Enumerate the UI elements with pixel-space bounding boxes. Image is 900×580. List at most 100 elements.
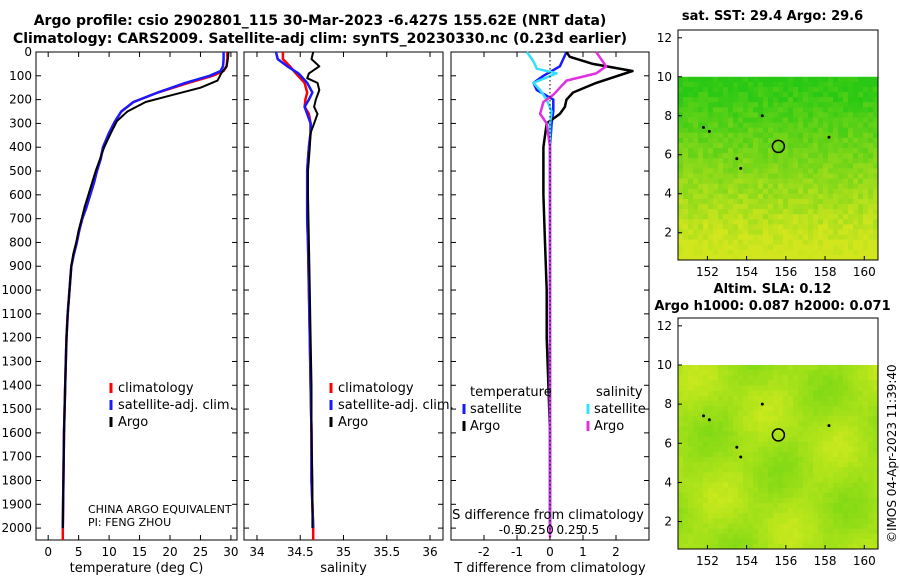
map-cell	[853, 219, 859, 225]
map-cell	[863, 405, 869, 412]
map-cell	[858, 183, 864, 190]
map-cell	[853, 122, 859, 129]
map-cell	[803, 122, 809, 129]
map-cell	[858, 178, 864, 185]
map-cell	[798, 487, 804, 494]
map-cell	[798, 132, 804, 139]
x-tick-label: 35.5	[373, 545, 400, 559]
map-cell	[728, 503, 734, 509]
map-cell	[773, 254, 779, 261]
map-cell	[753, 142, 759, 149]
map-cell	[733, 380, 739, 386]
map-cell	[743, 234, 749, 241]
map-cell	[728, 229, 734, 235]
x-tick-label: -1	[511, 545, 523, 559]
map-cell	[828, 380, 834, 386]
map-cell	[738, 518, 744, 524]
map-cell	[788, 132, 794, 139]
y-tick-label: 200	[9, 93, 32, 107]
map-cell	[678, 188, 684, 195]
map-cell	[853, 503, 859, 509]
map-cell	[758, 117, 764, 123]
map-cell	[763, 508, 769, 514]
map-cell	[823, 523, 829, 529]
map-cell	[703, 462, 709, 468]
map-cell	[748, 451, 754, 458]
map-cell	[823, 173, 829, 179]
map-cell	[793, 436, 799, 443]
map-cell	[808, 102, 814, 108]
map-cell	[853, 400, 859, 407]
map-cell	[703, 163, 709, 169]
map-cell	[808, 214, 814, 220]
map-cell	[718, 178, 724, 185]
map-cell	[853, 117, 859, 123]
map-cell	[793, 451, 799, 458]
map-cell	[828, 229, 834, 235]
map-cell	[868, 127, 874, 134]
map-cell	[873, 385, 879, 391]
map-cell	[753, 380, 759, 386]
map-cell	[678, 431, 684, 437]
map-cell	[693, 254, 699, 261]
map-cell	[743, 462, 749, 468]
map-cell	[833, 193, 839, 200]
map-cell	[773, 183, 779, 190]
map-cell	[678, 122, 684, 129]
map-cell	[863, 380, 869, 386]
map-cell	[823, 405, 829, 412]
map-cell	[818, 92, 824, 98]
map-cell	[823, 204, 829, 210]
map-cell	[698, 107, 704, 113]
map-cell	[778, 142, 784, 149]
map-cell	[738, 375, 744, 381]
map-cell	[763, 183, 769, 190]
map-cell	[708, 112, 714, 118]
map-cell	[833, 462, 839, 468]
map-cell	[713, 244, 719, 251]
map-cell	[693, 188, 699, 195]
map-cell	[753, 183, 759, 190]
map-cell	[803, 249, 809, 256]
map-cell	[868, 229, 874, 235]
map-cell	[803, 112, 809, 118]
map-cell	[838, 380, 844, 386]
x-tick-label: 20	[162, 545, 177, 559]
map-cell	[708, 163, 714, 169]
map-cell	[858, 148, 864, 154]
map-cell	[778, 508, 784, 514]
map-cell	[863, 127, 869, 134]
map-cell	[803, 224, 809, 230]
map-cell	[773, 219, 779, 225]
map-cell	[733, 436, 739, 443]
map-cell	[873, 198, 879, 205]
map-cell	[743, 431, 749, 437]
map-cell	[718, 523, 724, 529]
map-cell	[873, 467, 879, 473]
map-cell	[788, 467, 794, 473]
map-cell	[773, 410, 779, 417]
map-cell	[723, 380, 729, 386]
map-cell	[768, 168, 774, 174]
map-cell	[688, 375, 694, 381]
map-cell	[763, 193, 769, 200]
map-cell	[873, 107, 879, 113]
map-cell	[803, 76, 809, 83]
map-cell	[848, 467, 854, 473]
map-cell	[723, 193, 729, 200]
map-cell	[733, 416, 739, 422]
map-cell	[708, 188, 714, 195]
map-cell	[798, 168, 804, 174]
map-cell	[853, 472, 859, 478]
map-cell	[763, 214, 769, 220]
map-cell	[768, 390, 774, 397]
map-cell	[708, 249, 714, 256]
island-marker	[827, 135, 831, 139]
map-cell	[798, 188, 804, 195]
map-cell	[863, 543, 869, 550]
map-cell	[713, 364, 719, 371]
map-cell	[783, 375, 789, 381]
map-cell	[763, 410, 769, 417]
map-cell	[718, 451, 724, 458]
map-cell	[868, 497, 874, 504]
